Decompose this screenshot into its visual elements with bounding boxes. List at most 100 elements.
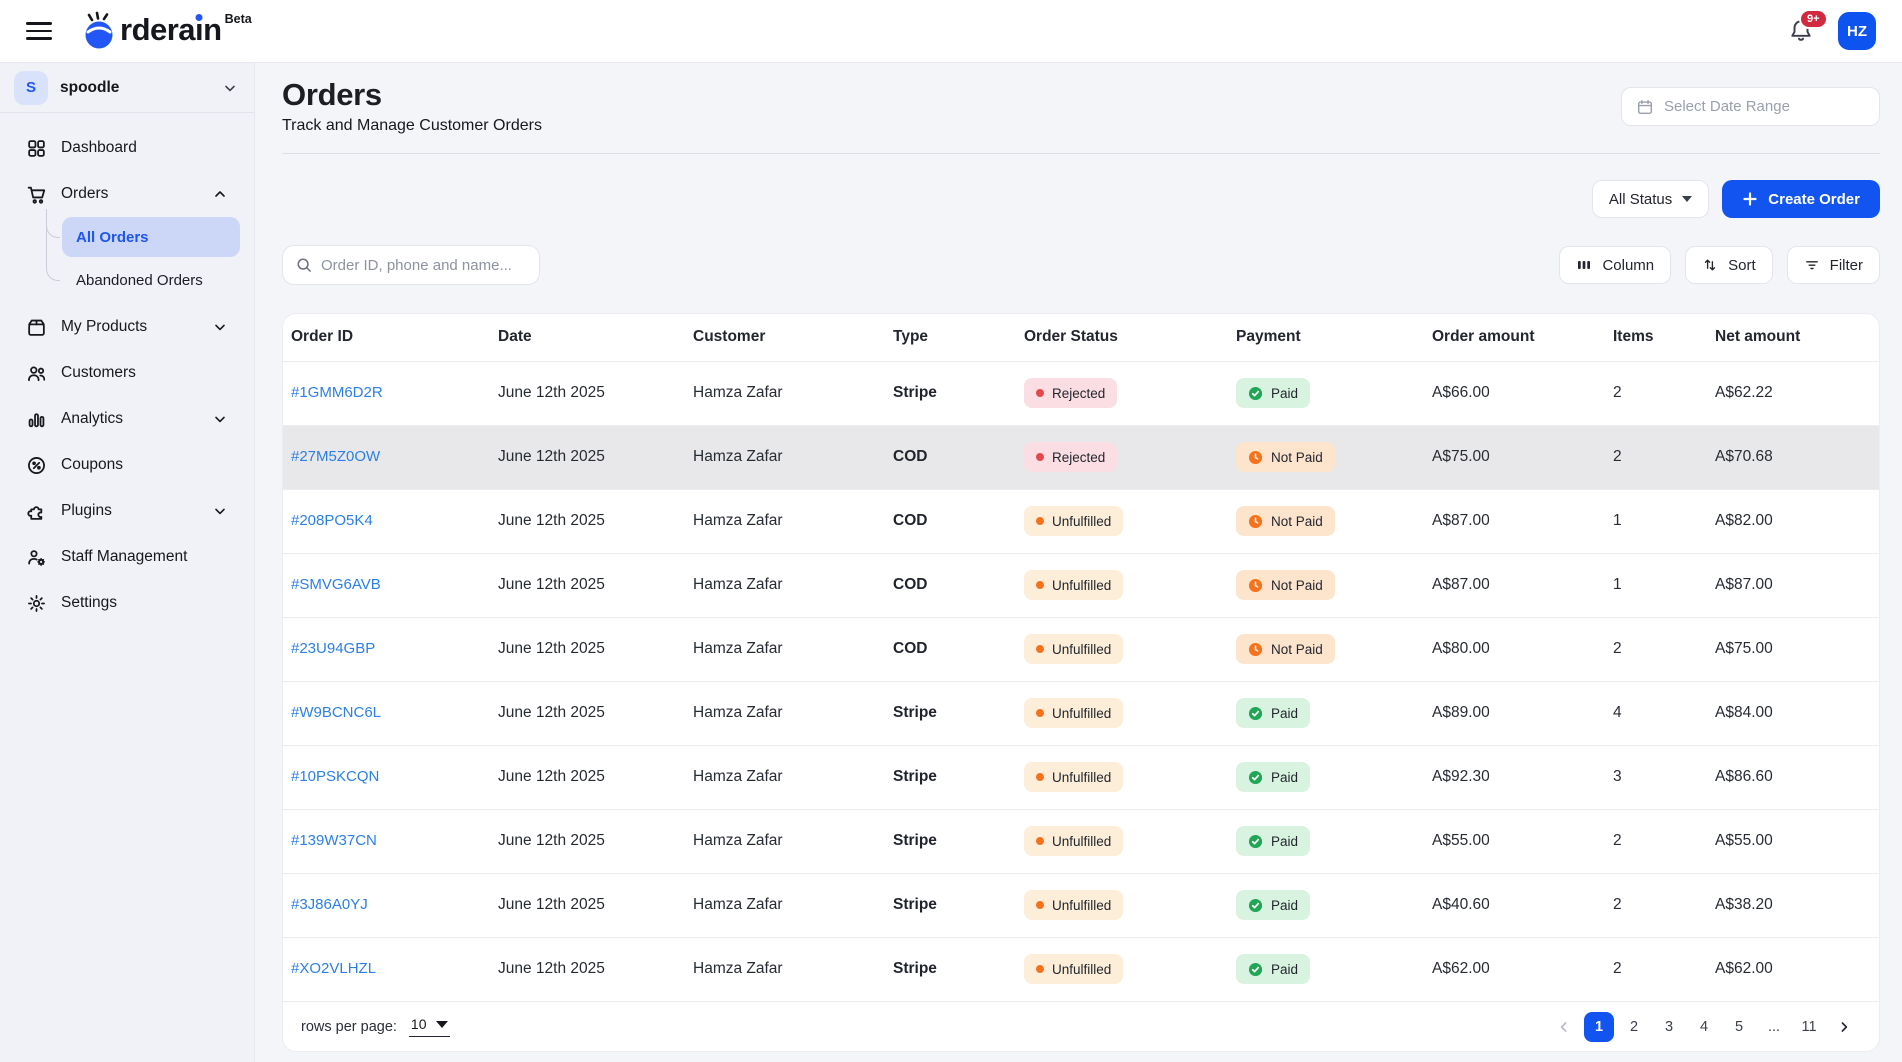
sidebar-item-all-orders[interactable]: All Orders <box>62 217 240 257</box>
cell-type: Stripe <box>885 681 1016 745</box>
order-id-link[interactable]: #SMVG6AVB <box>291 576 381 593</box>
sidebar-item-staff-management[interactable]: Staff Management <box>14 534 240 580</box>
page-button[interactable]: 4 <box>1689 1012 1719 1042</box>
cell-type: COD <box>885 425 1016 489</box>
logo-orb-icon <box>80 11 120 51</box>
cell-date: June 12th 2025 <box>490 617 685 681</box>
sidebar-item-dashboard[interactable]: Dashboard <box>14 125 240 171</box>
status-dot-icon <box>1036 901 1044 909</box>
order-id-link[interactable]: #XO2VLHZL <box>291 960 376 977</box>
cell-items: 1 <box>1605 489 1707 553</box>
order-id-link[interactable]: #3J86A0YJ <box>291 896 368 913</box>
order-id-link[interactable]: #10PSKCQN <box>291 768 379 785</box>
workspace-switcher[interactable]: S spoodle <box>0 63 254 113</box>
brand-logo[interactable]: rderaın Beta <box>80 11 252 51</box>
pagination: 1 2 3 4 5 ... 11 <box>1549 1012 1859 1042</box>
page-button[interactable]: 1 <box>1584 1012 1614 1042</box>
cell-type: Stripe <box>885 809 1016 873</box>
order-status-badge: Rejected <box>1024 378 1117 408</box>
cell-date: June 12th 2025 <box>490 745 685 809</box>
page-title: Orders <box>282 77 542 113</box>
paid-check-icon <box>1248 386 1263 401</box>
chevron-down-icon <box>212 503 228 519</box>
sidebar-item-customers[interactable]: Customers <box>14 350 240 396</box>
payment-status-badge: Not Paid <box>1236 442 1335 472</box>
payment-status-badge: Not Paid <box>1236 634 1335 664</box>
cell-items: 2 <box>1605 425 1707 489</box>
sidebar-item-settings[interactable]: Settings <box>14 580 240 626</box>
order-id-link[interactable]: #208PO5K4 <box>291 512 373 529</box>
paid-check-icon <box>1248 834 1263 849</box>
user-avatar[interactable]: HZ <box>1838 12 1876 50</box>
cell-order-amount: A$80.00 <box>1424 617 1605 681</box>
table-row[interactable]: #XO2VLHZL June 12th 2025 Hamza Zafar Str… <box>283 937 1879 1001</box>
notifications-button[interactable]: 9+ <box>1788 18 1814 44</box>
puzzle-icon <box>26 501 47 522</box>
filter-button[interactable]: Filter <box>1787 246 1880 284</box>
page-button[interactable]: 3 <box>1654 1012 1684 1042</box>
payment-status-badge: Paid <box>1236 762 1310 792</box>
sidebar-item-plugins[interactable]: Plugins <box>14 488 240 534</box>
cell-order-amount: A$55.00 <box>1424 809 1605 873</box>
order-id-link[interactable]: #W9BCNC6L <box>291 704 381 721</box>
table-row[interactable]: #W9BCNC6L June 12th 2025 Hamza Zafar Str… <box>283 681 1879 745</box>
sidebar-item-analytics[interactable]: Analytics <box>14 396 240 442</box>
sidebar-item-coupons[interactable]: Coupons <box>14 442 240 488</box>
table-row[interactable]: #139W37CN June 12th 2025 Hamza Zafar Str… <box>283 809 1879 873</box>
table-row[interactable]: #208PO5K4 June 12th 2025 Hamza Zafar COD… <box>283 489 1879 553</box>
payment-status-badge: Paid <box>1236 378 1310 408</box>
payment-status-badge: Paid <box>1236 826 1310 856</box>
status-filter-dropdown[interactable]: All Status <box>1592 180 1709 218</box>
paid-check-icon <box>1248 898 1263 913</box>
sidebar-item-label: Customers <box>61 364 136 382</box>
date-range-picker[interactable]: Select Date Range <box>1621 87 1880 126</box>
sidebar-item-label: Plugins <box>61 502 112 520</box>
table-row[interactable]: #27M5Z0OW June 12th 2025 Hamza Zafar COD… <box>283 425 1879 489</box>
search-box[interactable] <box>282 245 540 285</box>
order-id-link[interactable]: #27M5Z0OW <box>291 448 380 465</box>
cell-items: 1 <box>1605 553 1707 617</box>
table-row[interactable]: #3J86A0YJ June 12th 2025 Hamza Zafar Str… <box>283 873 1879 937</box>
order-id-link[interactable]: #1GMM6D2R <box>291 384 383 401</box>
order-id-link[interactable]: #139W37CN <box>291 832 377 849</box>
cell-date: June 12th 2025 <box>490 489 685 553</box>
search-input[interactable] <box>321 257 527 274</box>
search-icon <box>295 256 313 274</box>
topbar: rderaın Beta 9+ HZ <box>0 0 1902 63</box>
order-status-badge: Unfulfilled <box>1024 506 1123 536</box>
beta-badge: Beta <box>225 12 252 26</box>
rows-per-page-select[interactable]: 10 <box>409 1016 450 1037</box>
cell-order-amount: A$87.00 <box>1424 553 1605 617</box>
next-page-button[interactable] <box>1829 1012 1859 1042</box>
orders-table-card: Order ID Date Customer Type Order Status… <box>282 313 1880 1052</box>
cell-date: June 12th 2025 <box>490 681 685 745</box>
notpaid-clock-icon <box>1248 514 1263 529</box>
page-button[interactable]: 5 <box>1724 1012 1754 1042</box>
rows-per-page-label: rows per page: <box>301 1019 397 1035</box>
orders-table: Order ID Date Customer Type Order Status… <box>283 314 1879 1001</box>
payment-status-badge: Paid <box>1236 698 1310 728</box>
cell-type: COD <box>885 617 1016 681</box>
col-items: Items <box>1605 314 1707 361</box>
page-button[interactable]: 11 <box>1794 1012 1824 1042</box>
column-button[interactable]: Column <box>1559 246 1671 284</box>
status-dot-icon <box>1036 581 1044 589</box>
cell-customer: Hamza Zafar <box>685 681 885 745</box>
sidebar-item-label: Dashboard <box>61 139 137 157</box>
cell-order-amount: A$92.30 <box>1424 745 1605 809</box>
page-button[interactable]: 2 <box>1619 1012 1649 1042</box>
cell-date: June 12th 2025 <box>490 873 685 937</box>
sidebar-item-abandoned-orders[interactable]: Abandoned Orders <box>62 260 240 300</box>
sidebar-item-my-products[interactable]: My Products <box>14 304 240 350</box>
table-row[interactable]: #23U94GBP June 12th 2025 Hamza Zafar COD… <box>283 617 1879 681</box>
previous-page-button[interactable] <box>1549 1012 1579 1042</box>
order-id-link[interactable]: #23U94GBP <box>291 640 375 657</box>
sort-button[interactable]: Sort <box>1685 246 1773 284</box>
gear-icon <box>26 593 47 614</box>
table-row[interactable]: #10PSKCQN June 12th 2025 Hamza Zafar Str… <box>283 745 1879 809</box>
table-row[interactable]: #1GMM6D2R June 12th 2025 Hamza Zafar Str… <box>283 361 1879 425</box>
menu-toggle-icon[interactable] <box>26 19 56 43</box>
cell-net-amount: A$87.00 <box>1707 553 1879 617</box>
table-row[interactable]: #SMVG6AVB June 12th 2025 Hamza Zafar COD… <box>283 553 1879 617</box>
create-order-button[interactable]: Create Order <box>1722 180 1880 218</box>
